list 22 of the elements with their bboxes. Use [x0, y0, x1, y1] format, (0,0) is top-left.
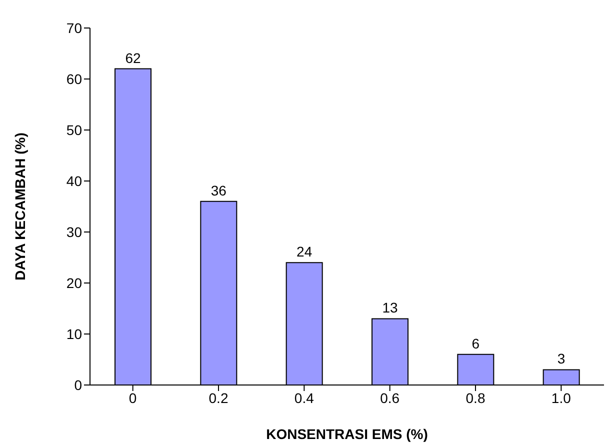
data-label: 6	[472, 335, 480, 352]
x-tick-label: 0.2	[208, 390, 228, 406]
y-axis-title: DAYA KECAMBAH (%)	[12, 132, 28, 280]
x-tick-label: 0.8	[466, 390, 486, 406]
y-tick-label: 10	[66, 326, 82, 342]
data-label: 13	[382, 300, 398, 316]
data-label: 3	[557, 350, 566, 367]
x-tick-label: 1.0	[551, 390, 572, 406]
data-label: 24	[296, 244, 312, 260]
y-tick-label: 30	[66, 224, 82, 240]
y-tick-label: 60	[66, 70, 82, 87]
x-axis-title: KONSENTRASI EMS (%)	[266, 426, 428, 442]
y-tick-label: 0	[74, 376, 82, 393]
data-label: 36	[210, 182, 227, 198]
x-tick-label: 0.4	[294, 390, 314, 406]
data-label: 62	[125, 50, 141, 66]
x-tick-label: 0.6	[380, 390, 400, 406]
y-tick-label: 20	[66, 274, 82, 291]
y-tick-label: 70	[66, 20, 82, 36]
y-tick-label: 40	[66, 172, 82, 189]
x-tick-label: 0	[128, 390, 137, 406]
y-tick-label: 50	[66, 122, 82, 138]
